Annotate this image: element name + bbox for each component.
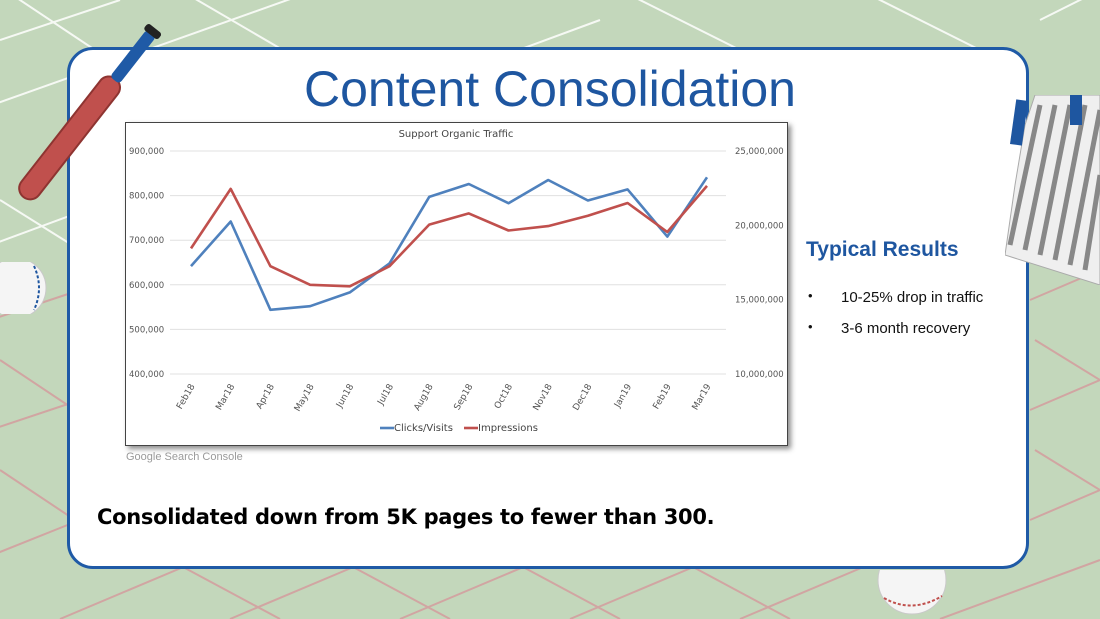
legend-label: Clicks/Visits [394, 423, 453, 434]
clicks-series-line [190, 176, 709, 312]
list-item: • 10-25% drop in traffic [808, 288, 984, 306]
x-tick-label: Aug18 [413, 382, 436, 412]
x-tick-label: Oct18 [493, 382, 515, 411]
results-heading: Typical Results [806, 238, 959, 261]
consolidation-statement: Consolidated down from 5K pages to fewer… [97, 505, 715, 529]
impressions-series-line [189, 185, 708, 288]
x-tick-label: Nov18 [532, 382, 555, 412]
x-tick-label: Jul18 [376, 382, 396, 407]
slide-title: Content Consolidation [304, 61, 796, 117]
list-item: • 3-6 month recovery [808, 319, 971, 337]
x-tick-label: Jun18 [334, 382, 356, 410]
line-chart: Support Organic Traffic 900,000 800,000 700… [129, 129, 784, 434]
bullet-icon: • [808, 288, 813, 303]
y-right-tick-label: 15,000,000 [735, 296, 784, 306]
x-tick-label: Dec18 [571, 382, 594, 412]
chart-source: Google Search Console [126, 451, 243, 463]
y-right-tick-label: 10,000,000 [735, 370, 784, 380]
y-left-tick-label: 700,000 [129, 236, 164, 246]
results-list: • 10-25% drop in traffic • 3-6 month recov… [808, 288, 984, 351]
y-left-tick-label: 600,000 [129, 281, 164, 291]
y-left-tick-label: 400,000 [129, 370, 164, 380]
y-left-tick-label: 900,000 [129, 147, 164, 157]
traffic-chart: Support Organic Traffic 900,000 800,000 700… [125, 122, 788, 446]
y-left-tick-label: 800,000 [129, 192, 164, 202]
x-tick-label: Apr18 [255, 382, 277, 411]
y-right-tick-label: 20,000,000 [735, 221, 784, 231]
y-right-tick-label: 25,000,000 [735, 147, 784, 157]
baseball-icon [877, 570, 947, 615]
x-tick-label: Feb18 [175, 382, 197, 411]
legend-label: Impressions [478, 423, 538, 434]
baseball-bat-icon [18, 24, 162, 201]
x-tick-label: Mar19 [691, 382, 714, 412]
x-tick-label: Mar18 [214, 382, 237, 412]
x-tick-label: Jan19 [612, 382, 634, 410]
x-tick-label: Feb19 [652, 382, 674, 411]
chart-title: Support Organic Traffic [399, 129, 514, 140]
baseball-icon [0, 262, 47, 314]
y-left-tick-label: 500,000 [129, 325, 164, 335]
bullet-icon: • [808, 319, 813, 334]
x-tick-label: Sep18 [453, 382, 476, 412]
x-tick-label: May18 [293, 382, 317, 413]
jersey-icon [1005, 95, 1100, 285]
